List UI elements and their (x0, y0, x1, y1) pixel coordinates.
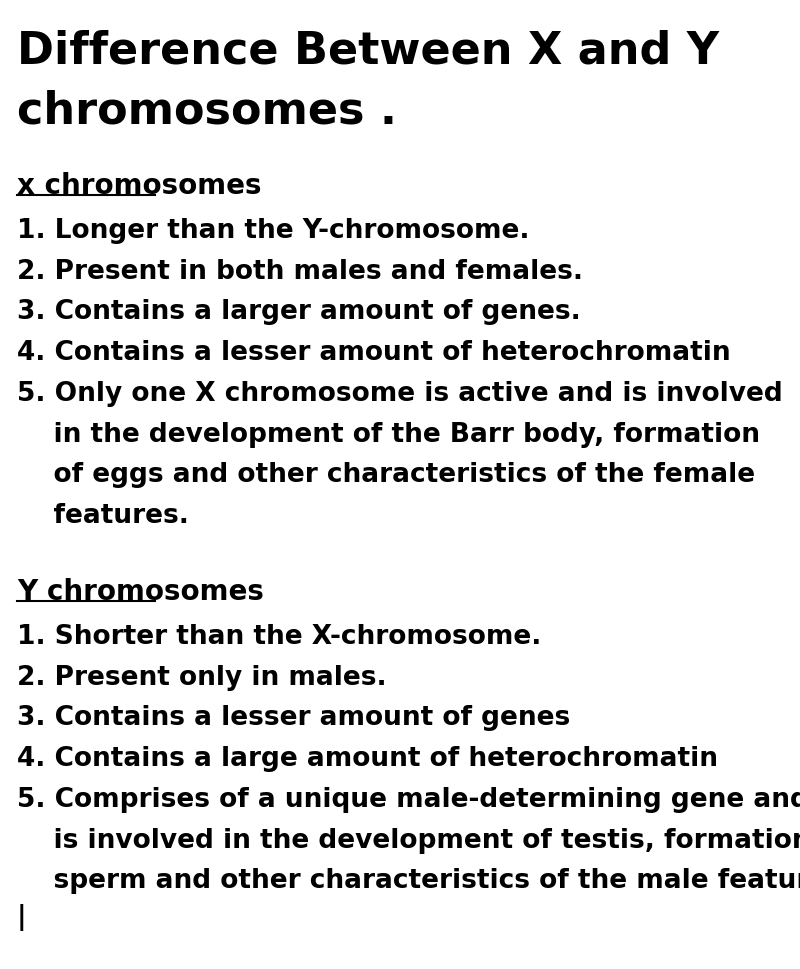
Text: 2. Present only in males.: 2. Present only in males. (17, 665, 386, 691)
Text: 3. Contains a lesser amount of genes: 3. Contains a lesser amount of genes (17, 705, 570, 732)
Text: Difference Between X and Y: Difference Between X and Y (17, 29, 719, 72)
Text: 2. Present in both males and females.: 2. Present in both males and females. (17, 259, 583, 285)
Text: 5. Comprises of a unique male-determining gene and: 5. Comprises of a unique male-determinin… (17, 787, 800, 813)
Text: |: | (17, 904, 26, 931)
Text: x chromosomes: x chromosomes (17, 172, 262, 200)
Text: chromosomes .: chromosomes . (17, 89, 397, 132)
Text: 4. Contains a lesser amount of heterochromatin: 4. Contains a lesser amount of heterochr… (17, 340, 730, 366)
Text: in the development of the Barr body, formation: in the development of the Barr body, for… (17, 422, 760, 448)
Text: 5. Only one X chromosome is active and is involved: 5. Only one X chromosome is active and i… (17, 381, 782, 407)
Text: of eggs and other characteristics of the female: of eggs and other characteristics of the… (17, 462, 755, 488)
Text: is involved in the development of testis, formation of: is involved in the development of testis… (17, 828, 800, 854)
Text: features.: features. (17, 503, 189, 529)
Text: 1. Shorter than the X-chromosome.: 1. Shorter than the X-chromosome. (17, 624, 542, 650)
Text: 4. Contains a large amount of heterochromatin: 4. Contains a large amount of heterochro… (17, 746, 718, 772)
Text: 1. Longer than the Y-chromosome.: 1. Longer than the Y-chromosome. (17, 218, 530, 244)
Text: sperm and other characteristics of the male features.: sperm and other characteristics of the m… (17, 868, 800, 894)
Text: Y chromosomes: Y chromosomes (17, 578, 264, 606)
Text: 3. Contains a larger amount of genes.: 3. Contains a larger amount of genes. (17, 299, 581, 326)
